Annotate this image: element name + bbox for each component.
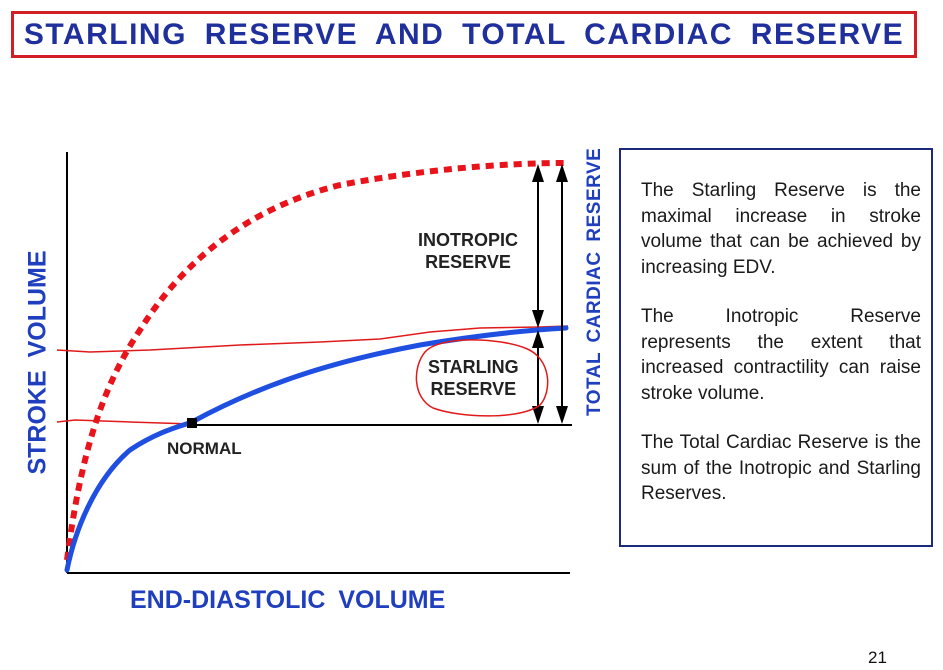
starling-label-line1: STARLING — [428, 357, 519, 377]
inotropic-label-line2: RESERVE — [425, 252, 511, 272]
inotropic-reserve-label: INOTROPIC RESERVE — [418, 229, 518, 273]
inotropic-label-line1: INOTROPIC — [418, 230, 519, 250]
explanation-panel: The Starling Reserve is the maximal incr… — [619, 148, 933, 547]
total-reserve-arrow — [556, 164, 568, 424]
starling-curve — [64, 325, 569, 573]
y-axis-label: STROKE VOLUME — [23, 250, 52, 475]
red-annotation-line-normal — [56, 419, 193, 425]
page-number: 21 — [868, 648, 887, 667]
inotropic-reserve-paragraph: The Inotropic Reserve represents the ext… — [641, 306, 921, 404]
inotropic-reserve-arrow — [532, 164, 544, 328]
slide-title: STARLING RESERVE AND TOTAL CARDIAC RESER… — [23, 17, 905, 51]
starling-reserve-label: STARLING RESERVE — [428, 356, 519, 400]
starling-reserve-paragraph: The Starling Reserve is the maximal incr… — [641, 180, 921, 278]
starling-reserve-arrow — [532, 330, 544, 424]
normal-point-label: NORMAL — [167, 439, 242, 458]
starling-label-line2: RESERVE — [430, 379, 517, 399]
x-axis-label: END-DIASTOLIC VOLUME — [130, 586, 446, 614]
red-annotation-line-max — [56, 325, 569, 353]
total-cardiac-reserve-label: TOTAL CARDIAC RESERVE — [584, 147, 605, 416]
starling-highlight-circle — [415, 339, 549, 417]
total-reserve-paragraph: The Total Cardiac Reserve is the sum of … — [641, 432, 921, 504]
normal-point-marker — [187, 418, 197, 428]
slide-title-box: STARLING RESERVE AND TOTAL CARDIAC RESER… — [11, 11, 917, 58]
